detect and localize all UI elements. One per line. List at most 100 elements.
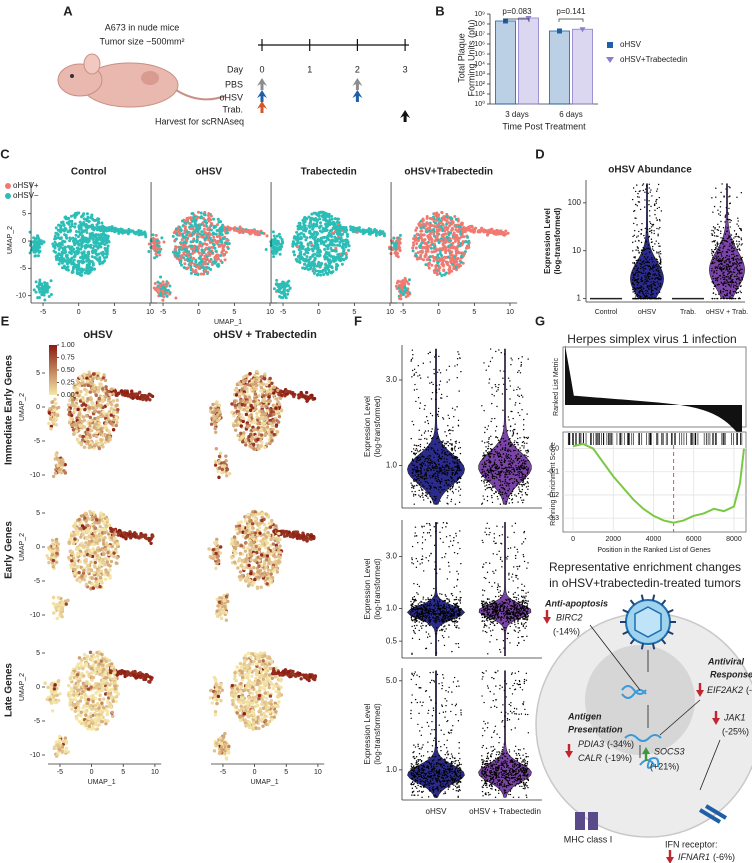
point: [420, 434, 423, 436]
point: [436, 371, 439, 374]
cell: [309, 216, 313, 220]
cell: [109, 227, 113, 231]
cell: [184, 221, 188, 225]
point: [717, 258, 720, 261]
cell: [67, 258, 71, 262]
point: [649, 269, 651, 271]
cell: [60, 261, 64, 265]
cell: [69, 245, 73, 249]
cell: [205, 221, 209, 225]
point: [429, 361, 431, 363]
point: [455, 442, 457, 444]
point: [418, 483, 421, 485]
point: [637, 275, 639, 278]
cell: [444, 260, 448, 264]
point: [523, 445, 525, 447]
point: [434, 398, 437, 401]
point: [735, 288, 737, 290]
cell: [271, 230, 275, 234]
cell: [399, 289, 403, 293]
point: [411, 468, 414, 470]
point: [420, 471, 422, 474]
cell: [271, 249, 275, 253]
point: [718, 275, 721, 277]
cell: [425, 230, 429, 234]
point: [418, 479, 421, 482]
cell: [204, 268, 208, 272]
point: [719, 290, 722, 292]
point: [458, 481, 461, 483]
cell: [424, 253, 428, 257]
point: [443, 466, 445, 469]
point: [737, 263, 739, 265]
point: [486, 441, 488, 443]
point: [434, 465, 437, 468]
point: [644, 261, 647, 264]
cell: [321, 215, 325, 219]
cell-cloud: [264, 210, 386, 300]
cell: [193, 223, 197, 227]
point: [444, 470, 446, 473]
point: [442, 417, 444, 419]
point: [723, 282, 725, 285]
point: [711, 252, 713, 254]
legend-label: oHSV−: [13, 191, 39, 200]
point: [446, 474, 448, 476]
point: [636, 287, 638, 289]
cell: [183, 231, 187, 235]
point: [640, 251, 643, 254]
point: [724, 233, 727, 235]
point: [431, 428, 433, 430]
cell: [190, 259, 194, 263]
point: [735, 283, 738, 285]
point: [419, 407, 421, 410]
point: [658, 206, 660, 209]
cell: [457, 242, 461, 246]
point: [414, 478, 416, 481]
cell: [184, 238, 188, 242]
cell: [330, 217, 334, 221]
point: [516, 474, 518, 476]
cell: [428, 258, 432, 262]
cell: [73, 237, 77, 241]
point: [736, 243, 738, 245]
point: [457, 424, 460, 426]
cell: [197, 266, 201, 270]
point: [717, 223, 719, 226]
point: [495, 390, 498, 392]
point: [637, 278, 640, 280]
cell: [336, 237, 340, 241]
cell: [330, 271, 334, 275]
point: [656, 219, 658, 221]
point: [415, 456, 417, 459]
cell: [200, 230, 204, 234]
point: [728, 260, 730, 262]
point: [730, 234, 733, 236]
cell: [437, 223, 441, 227]
point: [720, 297, 722, 300]
point: [651, 286, 653, 288]
cell: [61, 248, 65, 252]
point: [711, 229, 713, 232]
point: [635, 295, 637, 297]
point: [448, 488, 450, 490]
point: [454, 441, 457, 443]
cell: [301, 245, 305, 249]
x-tick-label: 10: [506, 309, 514, 316]
point: [646, 261, 648, 264]
point: [649, 273, 652, 275]
point: [737, 245, 739, 247]
cell: [216, 217, 220, 221]
point: [448, 379, 450, 381]
point: [642, 183, 645, 185]
point: [411, 486, 413, 489]
point: [445, 473, 447, 476]
cell: [180, 254, 184, 258]
point: [658, 255, 661, 257]
point: [456, 461, 458, 464]
point: [711, 262, 713, 265]
cell: [336, 217, 340, 221]
point: [650, 284, 653, 286]
cell: [459, 260, 463, 264]
